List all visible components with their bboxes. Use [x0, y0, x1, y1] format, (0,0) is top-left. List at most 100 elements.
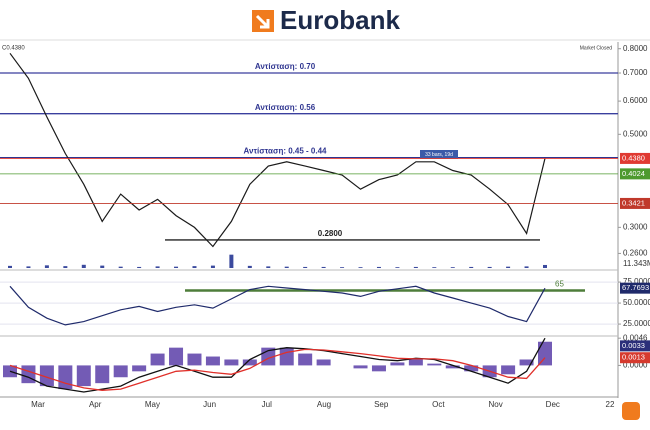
volume-bar — [118, 266, 123, 268]
price-tag — [620, 340, 650, 352]
x-tick-label: Oct — [432, 400, 445, 409]
volume-bar — [44, 265, 49, 268]
price-tag-label: 0.0033 — [622, 341, 645, 350]
histogram-bar — [95, 365, 110, 384]
histogram-bar — [21, 365, 36, 384]
y-tick-label: 0.5000 — [623, 129, 648, 138]
histogram-bar — [132, 365, 147, 372]
volume-bar — [506, 266, 511, 268]
y-tick-label: 50.0000 — [623, 298, 650, 307]
logo-arrow — [255, 14, 270, 29]
price-tag-label: 67.7693 — [622, 283, 649, 292]
price-line — [9, 52, 546, 248]
histogram-bar — [445, 365, 460, 369]
histogram-bar — [58, 365, 73, 390]
price-tag — [620, 168, 650, 180]
level-label: 65 — [555, 280, 564, 289]
volume-bar — [229, 254, 234, 268]
volume-bar — [303, 266, 308, 268]
macd-line — [9, 348, 546, 391]
volume-bar — [192, 266, 197, 268]
volume-bar — [137, 266, 142, 268]
histogram-bar — [538, 341, 552, 366]
histogram-bar — [76, 365, 91, 387]
histogram-bar — [298, 353, 313, 366]
level-label: Αντίσταση: 0.45 - 0.44 — [244, 147, 328, 156]
volume-bar — [8, 265, 12, 268]
price-tag — [620, 197, 650, 209]
x-tick-label: Nov — [488, 400, 502, 409]
x-tick-label: Dec — [546, 400, 560, 409]
legend-text: C0.4380 — [2, 46, 25, 52]
corner-icon — [622, 402, 640, 420]
x-tick-label: Jun — [203, 400, 216, 409]
y-tick-label: 0.7000 — [623, 68, 648, 77]
histogram-bar — [169, 347, 184, 366]
volume-bar — [63, 266, 68, 268]
y-tick-label: 0.0046 — [623, 333, 648, 342]
volume-bar — [155, 266, 160, 268]
volume-bar — [487, 266, 492, 268]
y-tick-label: 25.0000 — [623, 319, 650, 328]
histogram-bar — [390, 362, 405, 366]
x-tick-label: 22 — [606, 400, 615, 409]
price-tag-label: 0.3421 — [622, 198, 645, 207]
volume-label: 11.343M — [623, 259, 650, 268]
volume-bar — [266, 266, 271, 268]
y-tick-label: 0.2600 — [623, 249, 648, 258]
volume-bar — [174, 266, 179, 268]
histogram-bar — [187, 353, 202, 366]
volume-bar — [210, 265, 215, 268]
volume-bar — [432, 267, 437, 268]
volume-bar — [469, 266, 474, 268]
market-status: Market Closed — [580, 45, 612, 51]
price-tag-label: 0.0013 — [622, 353, 645, 362]
price-tag — [620, 352, 650, 364]
volume-bar — [376, 266, 381, 268]
level-label: Αντίσταση: 0.56 — [255, 103, 316, 112]
histogram-bar — [519, 359, 534, 366]
volume-bar — [395, 267, 400, 268]
volume-bar — [321, 266, 326, 268]
histogram-bar — [353, 365, 368, 369]
annotation-box — [420, 150, 458, 159]
histogram-bar — [242, 359, 257, 366]
y-tick-label: 0.6000 — [623, 96, 648, 105]
x-tick-label: Jul — [262, 400, 272, 409]
histogram-bar — [501, 365, 516, 375]
volume-bar — [81, 264, 86, 268]
histogram-bar — [408, 359, 423, 366]
histogram-bar — [316, 359, 331, 366]
volume-bar — [247, 265, 252, 268]
histogram-bar — [279, 347, 294, 366]
histogram-bar — [205, 356, 220, 366]
volume-bar — [358, 267, 363, 268]
x-tick-label: Aug — [317, 400, 331, 409]
price-tag-label: 0.4024 — [622, 169, 645, 178]
volume-bar — [26, 266, 31, 268]
rsi-line — [9, 285, 546, 326]
x-tick-label: Sep — [374, 400, 389, 409]
price-tag — [620, 282, 650, 294]
histogram-bar — [464, 365, 479, 372]
level-label: 0.2800 — [318, 229, 343, 238]
header — [0, 0, 650, 40]
histogram-bar — [39, 365, 54, 387]
histogram-bar — [427, 363, 442, 366]
x-tick-label: May — [145, 400, 160, 409]
histogram-bar — [371, 365, 386, 372]
x-tick-label: Apr — [89, 400, 102, 409]
volume-bar — [450, 267, 455, 268]
volume-bar — [524, 266, 529, 268]
annotation: 33 bars, 19d — [425, 152, 453, 158]
y-tick-label: 0.0000 — [623, 361, 648, 370]
volume-bar — [284, 266, 289, 268]
histogram-bar — [113, 365, 128, 378]
price-tag-label: 0.4380 — [622, 153, 645, 162]
y-tick-label: 75.0000 — [623, 277, 650, 286]
volume-bar — [340, 267, 345, 268]
y-tick-label: 0.3000 — [623, 222, 648, 231]
histogram-bar — [224, 359, 239, 366]
level-label: Αντίσταση: 0.70 — [255, 62, 316, 71]
